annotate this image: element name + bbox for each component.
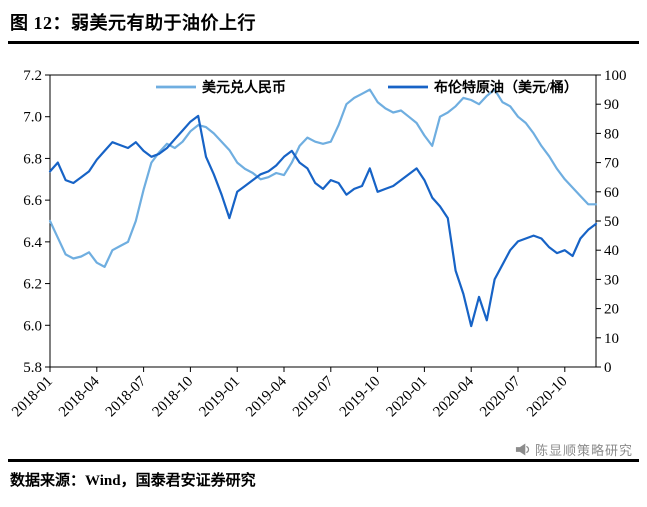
right-axis-tick-label: 60 — [604, 185, 619, 201]
figure-title: 图 12：弱美元有助于油价上行 — [10, 13, 256, 33]
watermark: 陈显顺策略研究 — [8, 440, 639, 459]
plot-border — [49, 74, 597, 368]
right-axis-tick-label: 80 — [604, 126, 619, 142]
left-axis-tick-label: 5.8 — [23, 360, 42, 376]
left-axis-tick-label: 6.2 — [23, 277, 42, 293]
x-axis-tick-label: 2019-04 — [243, 373, 290, 420]
watermark-text: 陈显顺策略研究 — [534, 443, 633, 458]
left-axis-tick-label: 6.6 — [23, 193, 42, 209]
x-axis-tick-label: 2020-04 — [430, 373, 477, 420]
left-axis-tick-label: 7.0 — [23, 110, 42, 126]
legend-label-0: 美元兑人民币 — [202, 79, 286, 96]
right-axis-tick-label: 30 — [604, 272, 619, 288]
left-axis-tick-label: 6.0 — [23, 318, 42, 334]
title-divider — [8, 41, 639, 44]
x-axis-tick-label: 2019-10 — [337, 374, 384, 421]
right-axis-tick-label: 50 — [604, 214, 619, 230]
x-axis-tick-label: 2018-01 — [9, 374, 56, 421]
x-axis-tick-label: 2019-01 — [196, 374, 243, 421]
right-axis-tick-label: 40 — [604, 243, 619, 259]
right-axis-tick-label: 0 — [604, 360, 612, 376]
left-axis-tick-label: 7.2 — [23, 68, 42, 84]
x-axis-tick-label: 2020-01 — [384, 374, 431, 421]
right-axis-tick-label: 90 — [604, 97, 619, 113]
left-axis-tick-label: 6.8 — [23, 151, 42, 167]
x-axis-tick-label: 2020-07 — [477, 373, 524, 420]
dual-axis-line-chart: 5.8 6.0 6.2 6.4 6.6 6.8 7.0 7.2 0 10 20 30 40 50 60 70 8… — [9, 68, 627, 421]
x-axis-tick-label: 2019-07 — [290, 373, 337, 420]
x-axis-tick-label: 2018-10 — [150, 374, 197, 421]
x-axis-tick-label: 2020-10 — [524, 374, 571, 421]
megaphone-icon — [515, 443, 530, 456]
footer-divider — [8, 459, 639, 462]
series-line-usdcny — [48, 88, 598, 268]
legend-label-1: 布伦特原油（美元/桶） — [434, 79, 578, 96]
data-source: 数据来源：Wind，国泰君安证券研究 — [10, 473, 256, 489]
x-axis-tick-label: 2018-07 — [103, 373, 150, 420]
right-axis-tick-label: 20 — [604, 302, 619, 318]
right-axis-tick-label: 70 — [604, 156, 619, 172]
x-axis-tick-label: 2018-04 — [56, 373, 103, 420]
left-axis-tick-label: 6.4 — [23, 235, 42, 251]
series-line-brent — [48, 114, 598, 328]
right-axis-tick-label: 100 — [604, 68, 627, 84]
right-axis-tick-label: 10 — [604, 331, 619, 347]
